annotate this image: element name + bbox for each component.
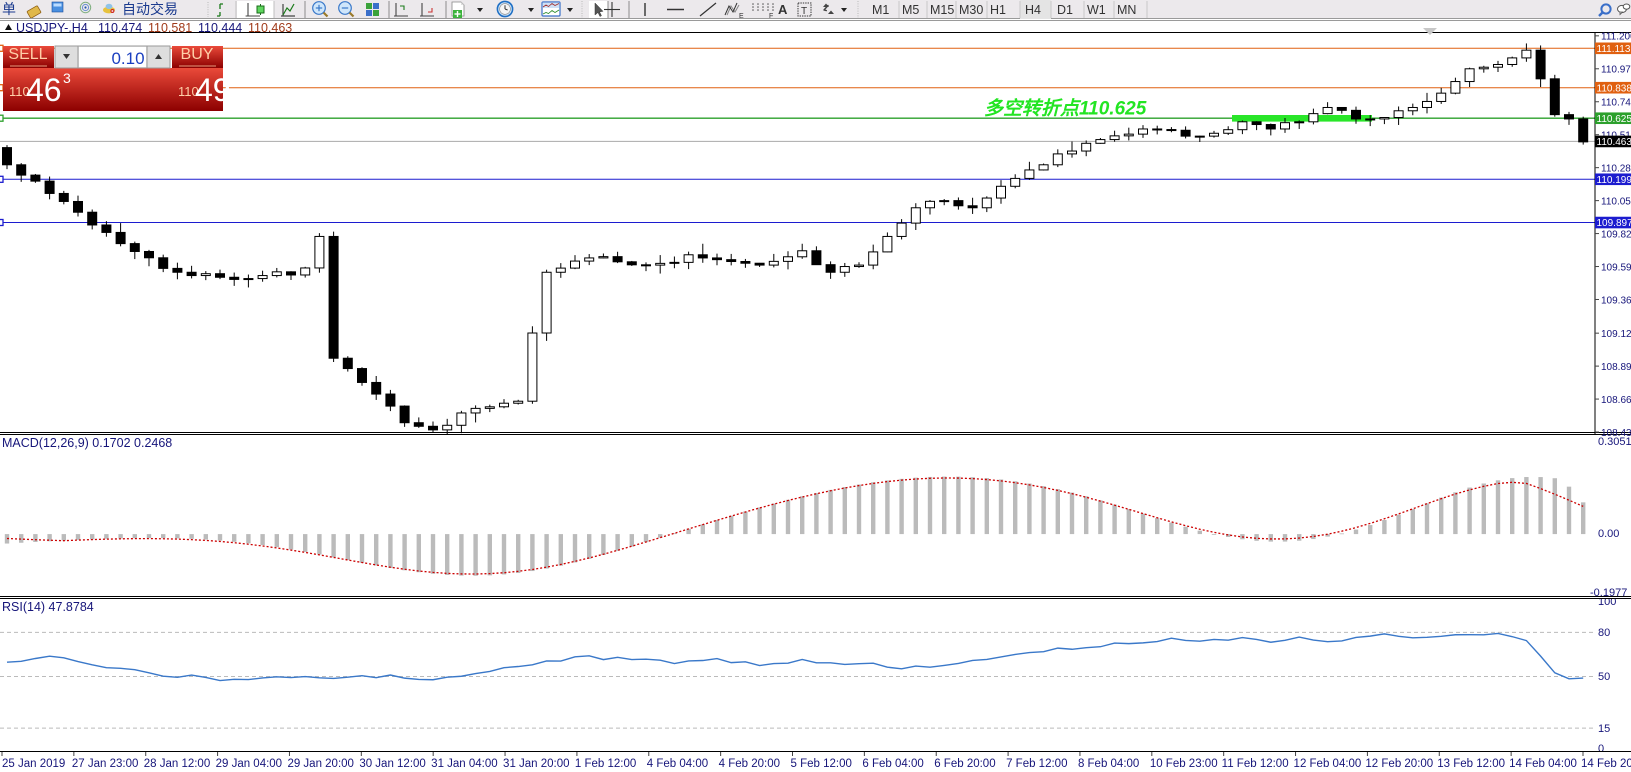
- svg-text:109.897: 109.897: [1597, 218, 1631, 229]
- svg-text:110.970: 110.970: [1601, 65, 1631, 76]
- svg-text:13 Feb 12:00: 13 Feb 12:00: [1437, 758, 1505, 770]
- svg-text:110.838: 110.838: [1597, 83, 1631, 94]
- svg-text:108.665: 108.665: [1601, 395, 1631, 406]
- svg-text:12 Feb 04:00: 12 Feb 04:00: [1294, 758, 1362, 770]
- svg-text:100: 100: [1598, 599, 1616, 608]
- svg-text:0: 0: [1598, 743, 1604, 752]
- svg-text:15: 15: [1598, 723, 1610, 735]
- svg-text:14 Feb 04:00: 14 Feb 04:00: [1509, 758, 1577, 770]
- svg-text:0.10: 0.10: [111, 49, 144, 68]
- svg-text:单: 单: [2, 1, 16, 17]
- svg-text:D1: D1: [1057, 3, 1073, 17]
- svg-text:M30: M30: [959, 3, 983, 17]
- svg-text:A: A: [778, 2, 788, 17]
- svg-text:110.463: 110.463: [1597, 137, 1631, 148]
- svg-text:110.625: 110.625: [1597, 114, 1631, 125]
- svg-text:30 Jan 12:00: 30 Jan 12:00: [359, 758, 426, 770]
- svg-text:31 Jan 20:00: 31 Jan 20:00: [503, 758, 570, 770]
- svg-text:6: 6: [232, 70, 240, 86]
- svg-text:3: 3: [63, 70, 71, 86]
- svg-text:109.125: 109.125: [1601, 329, 1631, 340]
- svg-text:MACD(12,26,9) 0.1702 0.2468: MACD(12,26,9) 0.1702 0.2468: [2, 436, 172, 450]
- svg-text:8 Feb 04:00: 8 Feb 04:00: [1078, 758, 1139, 770]
- svg-text:自动交易: 自动交易: [122, 1, 178, 17]
- svg-text:109.820: 109.820: [1601, 229, 1631, 240]
- svg-text:10 Feb 23:00: 10 Feb 23:00: [1150, 758, 1218, 770]
- svg-text:M5: M5: [902, 3, 919, 17]
- svg-text:25 Jan 2019: 25 Jan 2019: [2, 758, 65, 770]
- svg-text:31 Jan 04:00: 31 Jan 04:00: [431, 758, 498, 770]
- svg-text:80: 80: [1598, 627, 1610, 639]
- svg-text:5 Feb 12:00: 5 Feb 12:00: [791, 758, 852, 770]
- svg-text:BUY: BUY: [181, 46, 214, 63]
- svg-text:28 Jan 12:00: 28 Jan 12:00: [144, 758, 211, 770]
- svg-text:F: F: [769, 13, 773, 19]
- svg-text:46: 46: [26, 72, 62, 108]
- svg-text:111.113: 111.113: [1597, 44, 1631, 55]
- svg-text:14 Feb 20:00: 14 Feb 20:00: [1581, 758, 1631, 770]
- svg-text:-0.1977: -0.1977: [1590, 587, 1627, 599]
- svg-text:E: E: [739, 13, 744, 19]
- svg-text:7 Feb 12:00: 7 Feb 12:00: [1006, 758, 1067, 770]
- svg-text:29 Jan 20:00: 29 Jan 20:00: [287, 758, 354, 770]
- svg-text:108.435: 108.435: [1601, 428, 1631, 439]
- svg-text:110.740: 110.740: [1601, 98, 1631, 109]
- svg-text:RSI(14) 47.8784: RSI(14) 47.8784: [2, 600, 94, 614]
- svg-text:6 Feb 20:00: 6 Feb 20:00: [934, 758, 995, 770]
- svg-text:4 Feb 20:00: 4 Feb 20:00: [719, 758, 780, 770]
- svg-text:T: T: [801, 6, 807, 17]
- svg-text:M1: M1: [872, 3, 889, 17]
- svg-text:29 Jan 04:00: 29 Jan 04:00: [216, 758, 283, 770]
- svg-text:110.280: 110.280: [1601, 163, 1631, 174]
- svg-text:49: 49: [195, 72, 231, 108]
- svg-text:4 Feb 04:00: 4 Feb 04:00: [647, 758, 708, 770]
- svg-text:108.895: 108.895: [1601, 362, 1631, 373]
- svg-text:0.00: 0.00: [1598, 528, 1619, 540]
- svg-text:27 Jan 23:00: 27 Jan 23:00: [72, 758, 139, 770]
- svg-text:MN: MN: [1117, 3, 1136, 17]
- svg-text:H1: H1: [990, 3, 1006, 17]
- svg-text:111.200: 111.200: [1601, 32, 1631, 43]
- svg-text:109.360: 109.360: [1601, 295, 1631, 306]
- svg-text:109.590: 109.590: [1601, 262, 1631, 273]
- svg-text:6 Feb 04:00: 6 Feb 04:00: [862, 758, 923, 770]
- svg-text:50: 50: [1598, 671, 1610, 683]
- svg-text:M15: M15: [930, 3, 954, 17]
- svg-text:12 Feb 20:00: 12 Feb 20:00: [1365, 758, 1433, 770]
- svg-text:SELL: SELL: [8, 46, 47, 63]
- svg-text:1 Feb 12:00: 1 Feb 12:00: [575, 758, 636, 770]
- svg-text:11 Feb 12:00: 11 Feb 12:00: [1222, 758, 1289, 770]
- svg-text:多空转折点110.625: 多空转折点110.625: [984, 98, 1147, 120]
- svg-text:110.050: 110.050: [1601, 196, 1631, 207]
- svg-text:W1: W1: [1087, 3, 1106, 17]
- svg-text:110.199: 110.199: [1597, 175, 1631, 186]
- svg-text:H4: H4: [1025, 3, 1041, 17]
